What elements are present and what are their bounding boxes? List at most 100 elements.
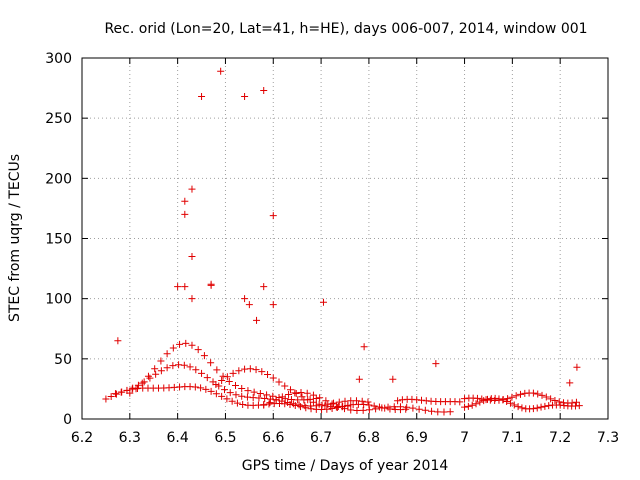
- data-point: [250, 388, 258, 396]
- data-point: [478, 395, 486, 403]
- data-point: [235, 367, 243, 375]
- data-point: [207, 387, 215, 395]
- data-point: [396, 403, 404, 411]
- data-point: [514, 403, 522, 411]
- data-point: [318, 401, 326, 409]
- data-point: [218, 392, 226, 400]
- data-point: [304, 396, 312, 404]
- data-point: [181, 197, 189, 205]
- data-point: [188, 295, 196, 303]
- data-point: [238, 392, 246, 400]
- data-point: [495, 396, 503, 404]
- data-point: [482, 396, 490, 404]
- data-point: [289, 400, 297, 408]
- data-point: [138, 379, 146, 387]
- data-point: [285, 390, 293, 398]
- data-point: [303, 389, 311, 397]
- data-point: [212, 390, 220, 398]
- data-point: [197, 384, 205, 392]
- data-point: [269, 374, 277, 382]
- data-point: [461, 403, 469, 411]
- data-point: [215, 382, 223, 390]
- data-point: [551, 397, 559, 405]
- data-point: [415, 405, 423, 413]
- data-point: [238, 384, 246, 392]
- data-point: [275, 378, 283, 386]
- data-point: [394, 397, 402, 405]
- data-point: [151, 365, 159, 373]
- y-tick-label: 50: [54, 352, 72, 368]
- data-point: [186, 363, 194, 371]
- data-point: [163, 364, 171, 372]
- data-point: [217, 67, 225, 75]
- x-tick-label: 6.2: [71, 430, 93, 446]
- data-point: [309, 398, 317, 406]
- data-point: [541, 402, 549, 410]
- y-tick-label: 300: [45, 51, 72, 67]
- data-point: [111, 390, 119, 398]
- y-axis-label: STEC from uqrg / TECUs: [7, 154, 23, 322]
- data-point: [239, 400, 247, 408]
- x-tick-label: 6.5: [214, 430, 236, 446]
- data-point: [241, 93, 249, 101]
- data-point: [321, 402, 329, 410]
- data-point: [328, 400, 336, 408]
- data-point: [231, 382, 239, 390]
- x-tick-label: 6.6: [262, 430, 284, 446]
- data-point: [518, 404, 526, 412]
- data-point: [174, 283, 182, 291]
- data-point: [281, 395, 289, 403]
- y-axis-ticks: 0 50 100 150 200 250 300: [45, 51, 608, 428]
- data-point: [152, 370, 160, 378]
- data-point: [508, 393, 516, 401]
- data-point: [499, 396, 507, 404]
- data-point: [191, 383, 199, 391]
- data-point: [207, 281, 215, 289]
- data-point: [537, 403, 545, 411]
- data-point: [468, 401, 476, 409]
- data-point: [510, 401, 518, 409]
- data-point: [188, 253, 196, 261]
- data-point: [278, 393, 286, 401]
- x-tick-label: 6.4: [167, 430, 189, 446]
- data-point: [547, 395, 555, 403]
- data-point: [198, 93, 206, 101]
- data-point: [132, 385, 140, 393]
- data-point: [390, 403, 398, 411]
- data-point: [157, 357, 165, 365]
- data-point: [176, 340, 184, 348]
- data-point: [264, 370, 272, 378]
- data-point: [233, 399, 241, 407]
- x-tick-label: 7.3: [597, 430, 619, 446]
- data-point: [107, 393, 115, 401]
- data-point: [353, 407, 361, 415]
- data-point: [182, 339, 190, 347]
- data-point: [555, 398, 563, 406]
- data-point: [432, 360, 440, 368]
- data-point: [180, 361, 188, 369]
- data-point: [533, 404, 541, 412]
- x-tick-label: 6.9: [406, 430, 428, 446]
- data-point: [232, 391, 240, 399]
- data-point: [266, 399, 274, 407]
- x-tick-label: 6.3: [119, 430, 141, 446]
- data-point: [181, 210, 189, 218]
- data-point: [188, 185, 196, 193]
- data-point: [418, 396, 426, 404]
- data-point: [364, 398, 372, 406]
- data-point: [529, 389, 537, 397]
- data-point: [260, 401, 268, 409]
- data-point: [534, 390, 542, 398]
- data-point: [389, 375, 397, 383]
- data-point: [243, 393, 251, 401]
- data-point: [225, 378, 233, 386]
- data-point: [287, 395, 295, 403]
- x-tick-label: 6.7: [310, 430, 332, 446]
- data-point: [144, 372, 152, 380]
- data-point: [315, 400, 323, 408]
- data-point: [312, 402, 320, 410]
- data-point: [260, 86, 268, 94]
- data-point: [181, 283, 189, 291]
- data-point: [297, 403, 305, 411]
- data-point: [322, 397, 330, 405]
